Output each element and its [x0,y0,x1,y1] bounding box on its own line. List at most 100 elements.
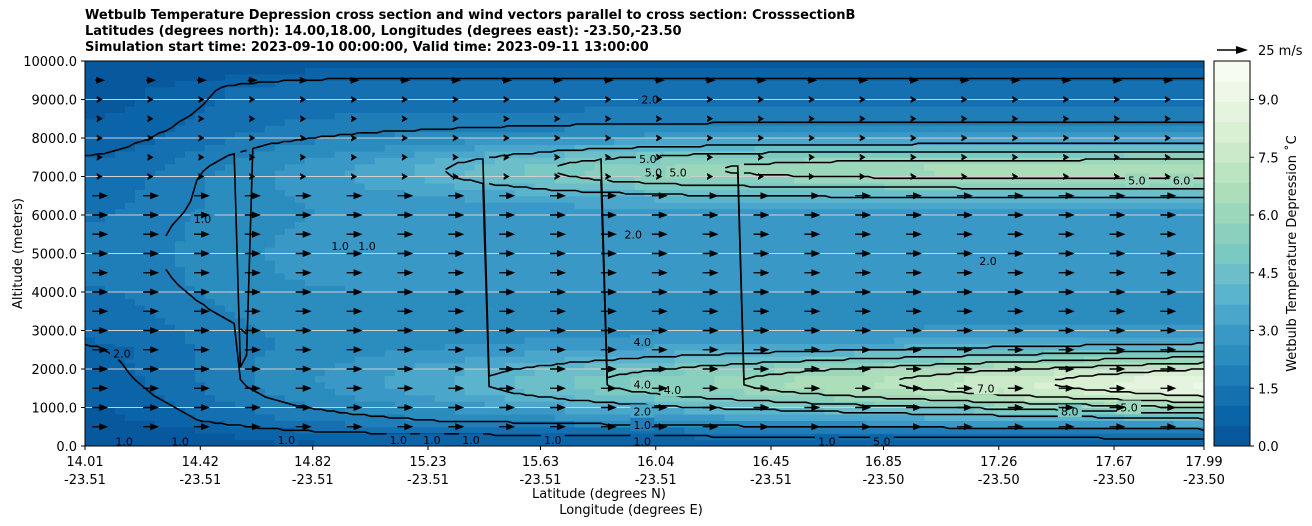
field-cell [144,118,156,126]
field-cell [314,105,326,113]
field-cell [194,189,206,197]
field-cell [584,253,596,261]
field-cell [884,163,895,171]
field-cell [544,407,556,415]
field-cell [844,144,855,152]
field-cell [804,61,815,69]
field-cell [664,86,676,94]
field-cell [804,439,815,446]
field-cell [794,439,805,446]
field-cell [264,150,276,158]
field-cell [374,426,386,434]
field-cell [664,247,676,255]
field-cell [764,176,775,184]
field-cell [574,67,586,75]
field-cell [724,304,736,312]
field-cell [334,381,346,389]
field-cell [854,221,865,229]
field-cell [194,176,206,184]
field-cell [384,157,396,165]
field-cell [664,105,676,113]
field-cell [584,413,596,421]
field-cell [404,336,416,344]
field-cell [714,227,726,235]
field-cell [684,125,696,133]
field-cell [614,67,626,75]
field-cell [684,195,696,203]
field-cell [824,73,835,81]
field-cell [304,298,316,306]
field-cell [564,253,576,261]
field-cell [744,221,755,229]
field-cell [314,240,326,248]
field-cell [294,356,306,364]
field-cell [154,343,166,351]
field-cell [404,157,416,165]
field-cell [774,259,785,267]
field-cell [524,157,536,165]
field-cell [464,292,476,300]
field-cell [134,362,146,370]
field-cell [714,138,726,146]
field-cell [854,349,865,357]
field-cell [304,433,316,441]
field-cell [764,401,775,409]
field-cell [474,330,486,338]
field-cell [874,279,885,287]
field-cell [534,253,546,261]
field-cell [624,420,636,428]
field-cell [774,131,785,139]
field-cell [354,272,366,280]
field-cell [814,215,825,223]
field-cell [804,285,815,293]
field-cell [894,420,905,428]
field-cell [124,324,136,332]
field-cell [184,388,196,396]
field-cell [224,439,236,446]
field-cell [844,292,855,300]
field-cell [494,112,506,120]
field-cell [904,234,915,242]
field-cell [574,369,586,377]
field-cell [554,304,566,312]
field-cell [204,118,216,126]
field-cell [554,86,566,94]
field-cell [434,285,446,293]
field-cell [244,105,256,113]
field-cell [404,304,416,312]
field-cell [744,247,755,255]
field-cell [284,285,296,293]
field-cell [794,336,805,344]
field-cell [244,279,256,287]
field-cell [394,195,406,203]
field-cell [894,202,905,210]
field-cell [724,125,736,133]
field-cell [224,234,236,242]
field-cell [134,285,146,293]
field-cell [674,343,686,351]
field-cell [564,182,576,190]
field-cell [294,227,306,235]
field-cell [204,356,216,364]
field-cell [304,401,316,409]
field-cell [684,253,696,261]
field-cell [164,317,176,325]
field-cell [544,375,556,383]
field-cell [174,112,186,120]
field-cell [554,99,566,107]
field-cell [474,266,486,274]
field-cell [634,221,646,229]
field-cell [594,253,606,261]
field-cell [734,439,746,446]
field-cell [864,67,875,75]
field-cell [434,356,446,364]
field-cell [414,317,426,325]
field-cell [664,112,676,120]
field-cell [674,215,686,223]
field-cell [384,202,396,210]
field-cell [274,234,286,242]
field-cell [274,215,286,223]
field-cell [474,259,486,267]
field-cell [854,330,865,338]
field-cell [374,279,386,287]
